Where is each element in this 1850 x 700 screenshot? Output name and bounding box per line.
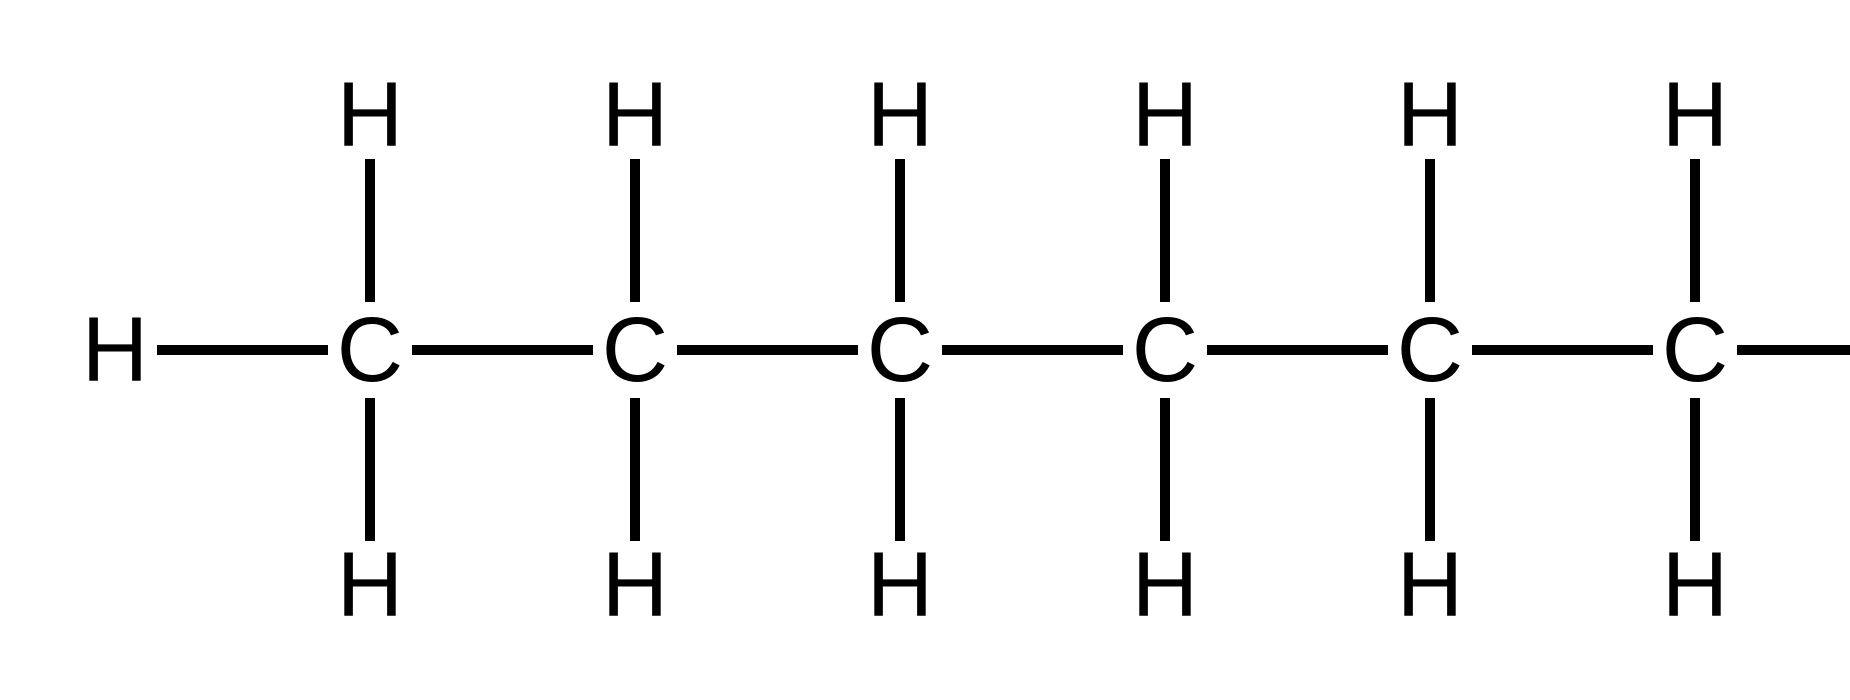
atom-label-c: C [337,299,403,401]
atom-label-h: H [337,64,403,166]
atom-label-c: C [1397,299,1463,401]
atom-label-h: H [337,534,403,636]
molecule-diagram: HCCCCCCHHHHHHHHHHHHH [0,0,1850,700]
atom-label-h: H [867,534,933,636]
atom-label-h: H [1662,534,1728,636]
atom-label-h: H [867,64,933,166]
atom-label-h: H [602,534,668,636]
bond-group [157,159,1850,541]
atom-label-c: C [867,299,933,401]
atom-label-h: H [1397,64,1463,166]
atom-label-h: H [1132,64,1198,166]
atom-label-h: H [1132,534,1198,636]
atom-label-h: H [1662,64,1728,166]
atom-label-c: C [602,299,668,401]
atom-label-h: H [602,64,668,166]
atom-label-c: C [1132,299,1198,401]
atom-label-h: H [82,299,148,401]
atom-label-c: C [1662,299,1728,401]
atom-label-h: H [1397,534,1463,636]
